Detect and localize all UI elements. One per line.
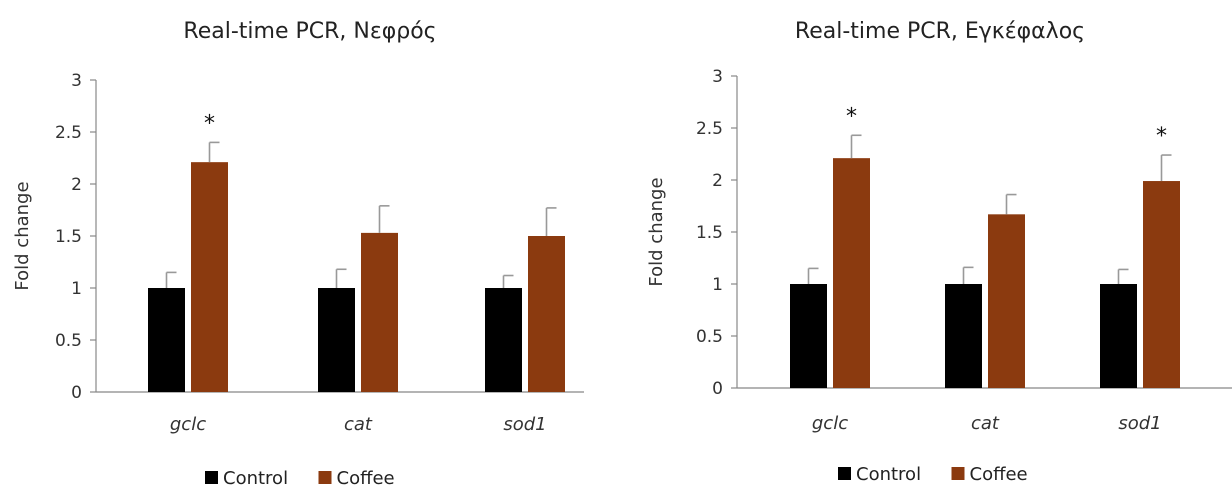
chart2-y-tick-label: 0.5 — [696, 327, 723, 347]
chart2-x-tick-label-gclc: gclc — [812, 413, 848, 434]
chart1-y-tick-label: 1 — [71, 279, 82, 299]
chart2-bar-coffee-gclc — [833, 158, 870, 388]
chart1-legend-swatch-control — [205, 471, 218, 484]
chart1-legend-label-control: Control — [223, 468, 288, 489]
chart2-significance-marker-sod1: * — [1156, 124, 1167, 149]
chart2-legend-label-control: Control — [856, 464, 921, 485]
chart1-bar-coffee-sod1 — [528, 236, 565, 392]
chart1-y-tick-label: 1.5 — [55, 227, 82, 247]
chart1-x-tick-label-cat: cat — [344, 414, 373, 435]
chart2-bar-control-cat — [945, 284, 982, 388]
chart2-x-tick-label-cat: cat — [971, 413, 1000, 434]
chart1-y-tick-label: 3 — [71, 71, 82, 91]
chart1-y-tick-label: 0 — [71, 383, 82, 403]
chart1-y-tick-label: 2.5 — [55, 123, 82, 143]
chart2-y-tick-label: 1.5 — [696, 223, 723, 243]
chart2-legend-swatch-control — [838, 467, 851, 480]
chart2-x-tick-label-sod1: sod1 — [1118, 413, 1161, 434]
chart2-bar-coffee-sod1 — [1143, 181, 1180, 388]
chart2-title: Real-time PCR, Εγκέφαλος — [795, 19, 1085, 44]
chart2-significance-marker-gclc: * — [846, 104, 857, 129]
chart1-legend-label-coffee: Coffee — [337, 468, 395, 489]
chart2-y-axis-title: Fold change — [646, 177, 667, 286]
chart1-bar-control-cat — [318, 288, 355, 392]
chart2-legend-swatch-coffee — [951, 467, 965, 480]
chart2-bar-control-gclc — [790, 284, 827, 388]
chart2-y-tick-label: 2 — [712, 171, 723, 191]
chart1-title: Real-time PCR, Νεφρός — [183, 19, 436, 44]
chart2-bar-coffee-cat — [988, 214, 1025, 388]
chart1-bar-control-sod1 — [485, 288, 522, 392]
chart2-y-tick-label: 0 — [712, 379, 723, 399]
chart1-x-tick-label-gclc: gclc — [170, 414, 206, 435]
chart1-y-tick-label: 2 — [71, 175, 82, 195]
chart1-bar-coffee-cat — [361, 232, 398, 392]
chart1-bar-coffee-gclc — [191, 162, 228, 392]
chart2-y-tick-label: 2.5 — [696, 119, 723, 139]
chart2-y-tick-label: 3 — [712, 67, 723, 87]
chart1-bar-control-gclc — [148, 288, 185, 392]
chart1-significance-marker-gclc: * — [204, 111, 215, 136]
chart1-y-axis-title: Fold change — [12, 181, 33, 290]
chart1-legend-swatch-coffee — [318, 471, 332, 484]
chart2-legend-label-coffee: Coffee — [970, 464, 1028, 485]
chart2-y-tick-label: 1 — [712, 275, 723, 295]
chart1-x-tick-label-sod1: sod1 — [503, 414, 546, 435]
chart1-y-tick-label: 0.5 — [55, 331, 82, 351]
chart2-bar-control-sod1 — [1100, 284, 1137, 388]
